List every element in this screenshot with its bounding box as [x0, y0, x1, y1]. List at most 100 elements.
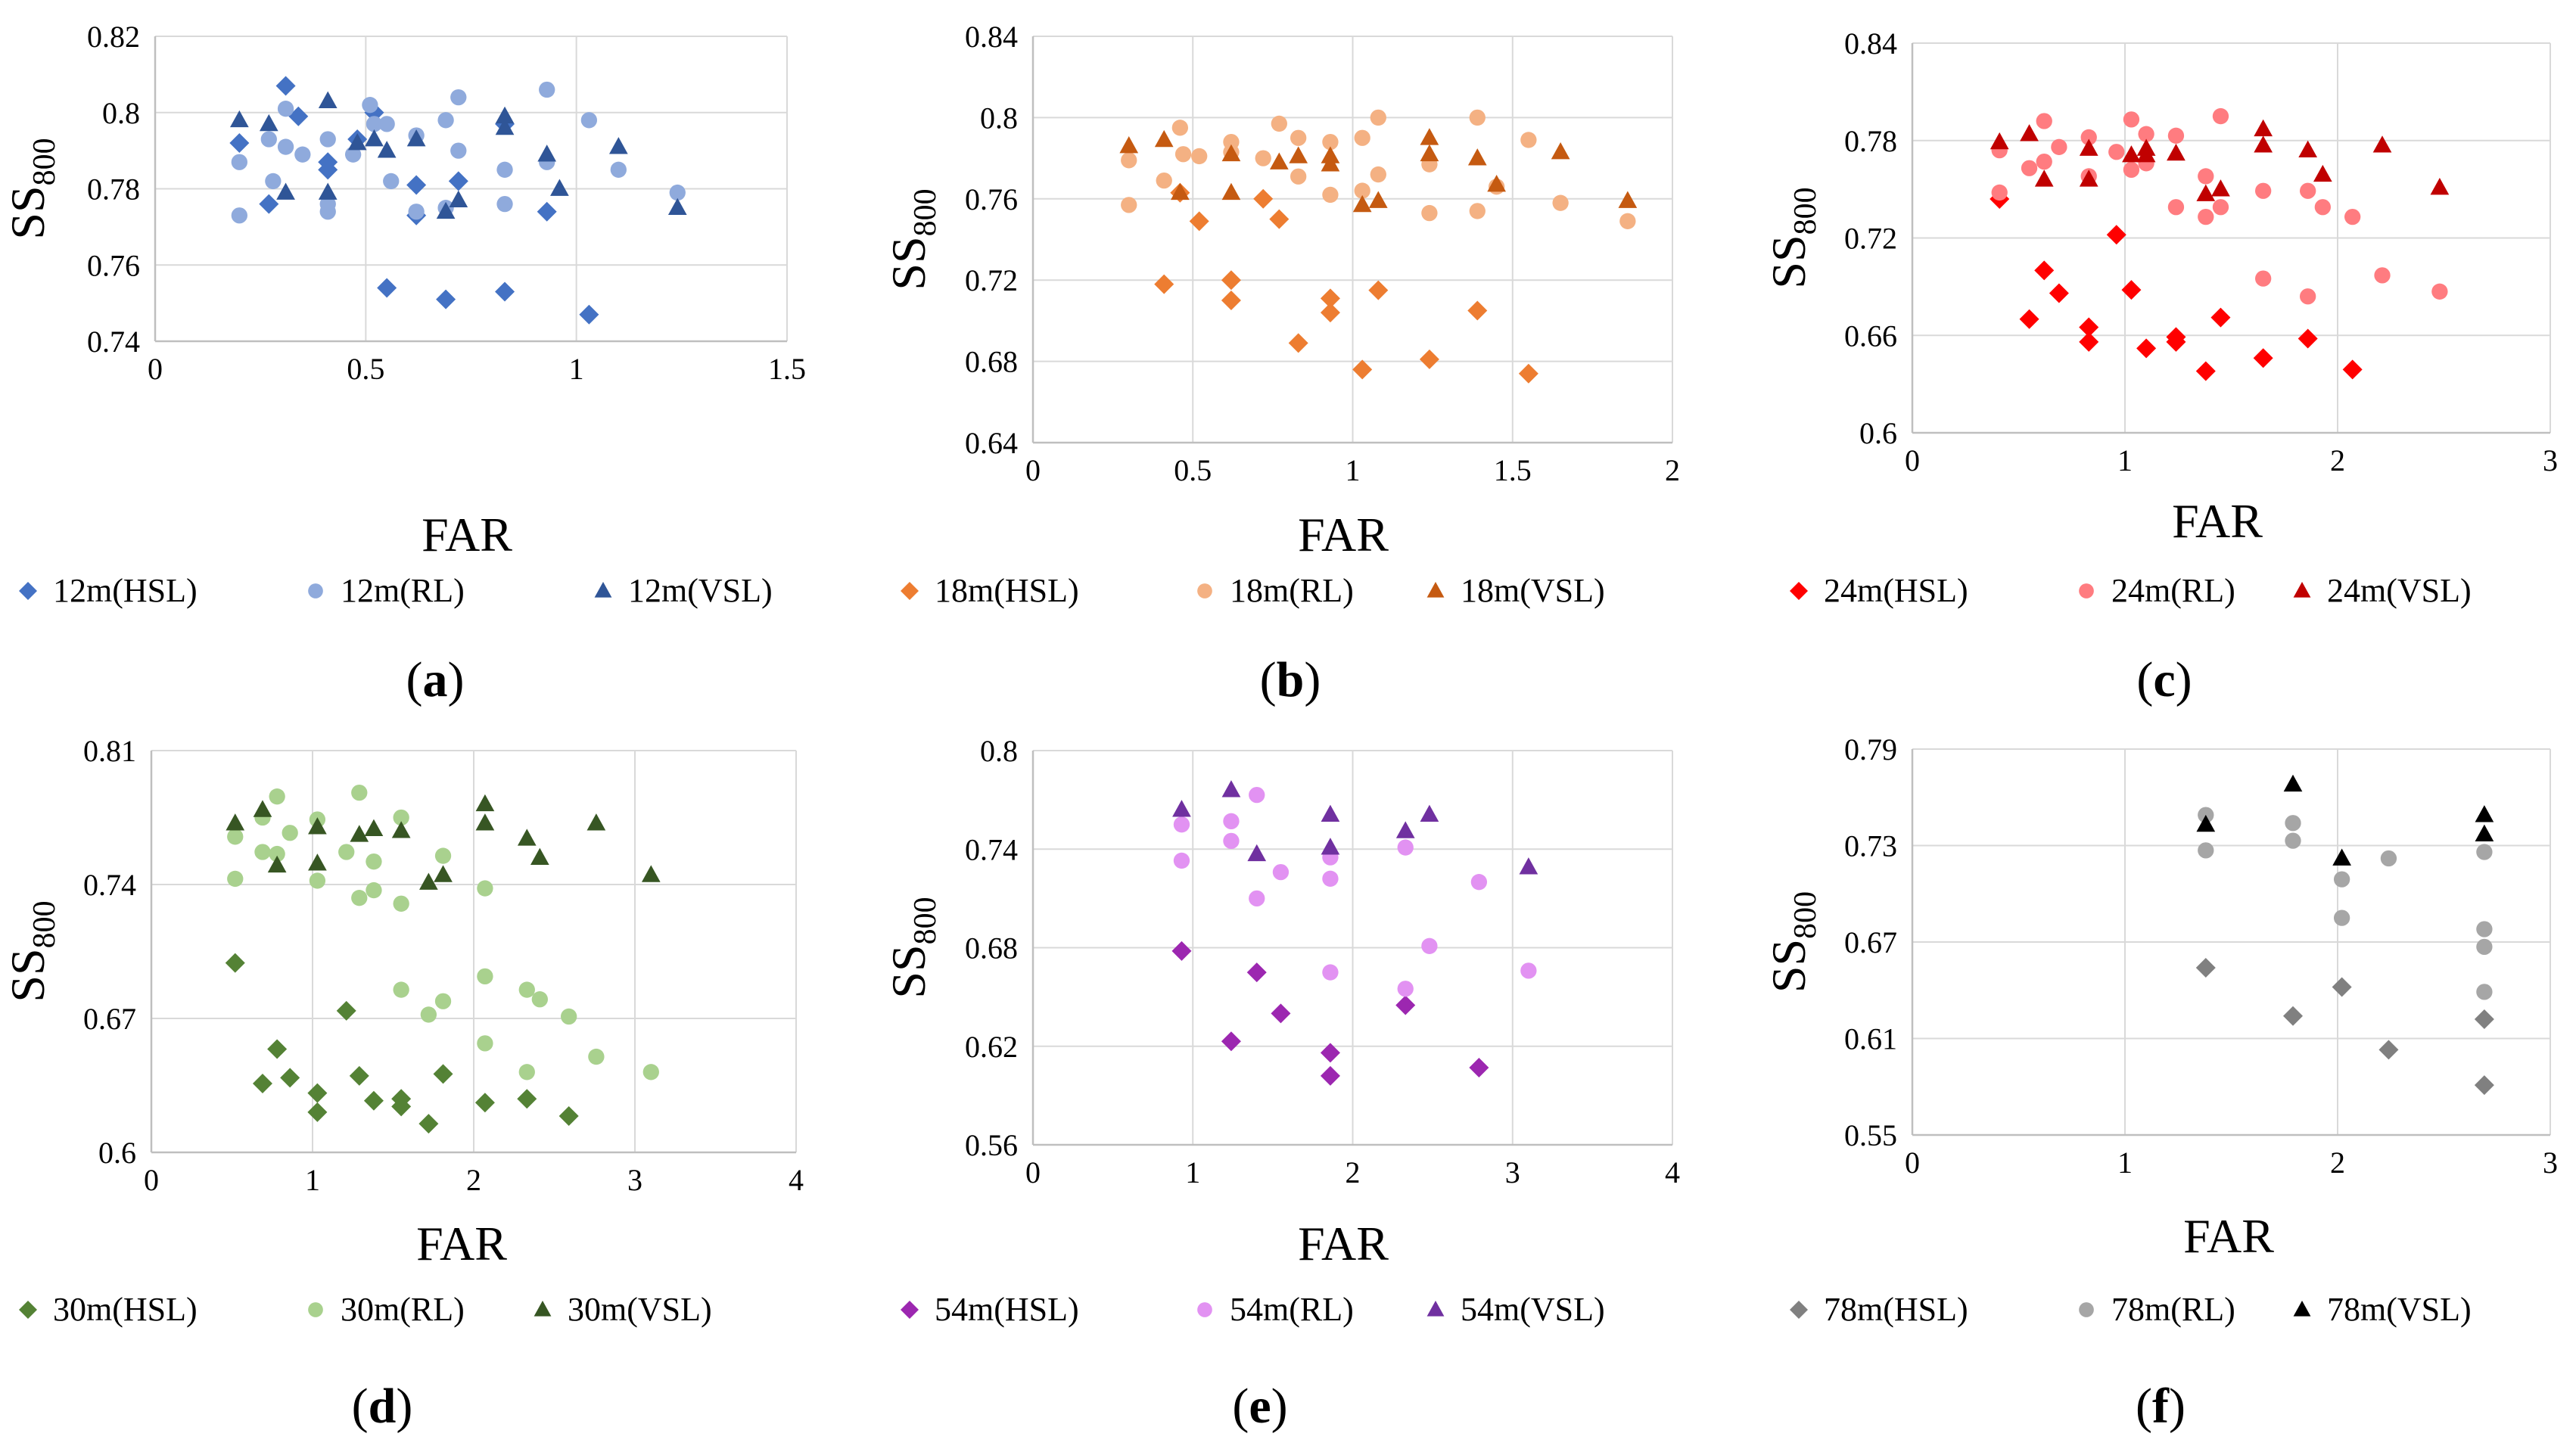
data-point [1368, 280, 1389, 300]
legend-label: 54m(RL) [1230, 1291, 1354, 1328]
data-point [336, 1000, 356, 1021]
data-point [1290, 129, 1307, 146]
y-tick-label: 0.82 [87, 20, 140, 54]
legend-marker [901, 1301, 919, 1319]
data-point [1322, 964, 1339, 981]
data-point [1469, 1057, 1489, 1077]
data-point [1469, 203, 1486, 219]
y-tick-label: 0.84 [965, 20, 1018, 54]
panel-label-part: ) [1271, 1379, 1288, 1434]
data-point [1321, 154, 1340, 172]
data-point [449, 190, 468, 207]
data-point [2282, 1006, 2303, 1026]
data-point [641, 865, 661, 882]
panel-label-part: ( [406, 652, 423, 707]
data-point [495, 281, 515, 302]
data-point [1487, 175, 1506, 192]
data-point [2298, 328, 2318, 349]
data-point [276, 182, 295, 200]
data-point [319, 131, 336, 148]
data-point [1320, 288, 1340, 309]
data-point [2476, 921, 2493, 937]
x-tick-label: 0 [1905, 1146, 1920, 1180]
y-tick-label: 0.78 [87, 173, 140, 207]
data-point [1354, 182, 1370, 199]
y-axis-label: SS800 [1762, 187, 1823, 288]
data-point [2211, 179, 2230, 197]
data-point [350, 825, 369, 842]
data-point [229, 133, 250, 154]
data-point [1469, 109, 1486, 126]
data-point [309, 872, 326, 889]
data-point [436, 201, 456, 219]
data-point [1269, 152, 1289, 169]
series-24m(HSL) [1990, 189, 2363, 381]
y-tick-label: 0.79 [1844, 732, 1897, 766]
legend-entry: 12m(HSL) [19, 572, 198, 609]
data-point [1171, 182, 1190, 201]
legend-marker [308, 1302, 323, 1317]
legend-label: 78m(HSL) [1824, 1291, 1968, 1328]
legend-marker [1426, 582, 1445, 598]
data-point [580, 112, 598, 129]
data-point [2166, 331, 2186, 352]
data-point [338, 844, 355, 860]
x-axis-label: FAR [1298, 1217, 1389, 1270]
data-point [2167, 199, 2185, 216]
data-point [1290, 168, 1307, 185]
y-axis-label-subscript: 800 [908, 897, 943, 944]
panel-label-part: c [2153, 652, 2175, 707]
data-point [1370, 109, 1386, 126]
data-point [1320, 303, 1340, 323]
data-point [2136, 338, 2157, 359]
data-point [1121, 152, 1137, 169]
data-point [434, 993, 452, 1009]
data-point [537, 201, 557, 222]
series-30m(HSL) [225, 953, 579, 1134]
y-tick-label: 0.74 [83, 868, 136, 902]
panel-label-part: ) [448, 652, 465, 707]
data-point [408, 204, 425, 220]
data-point [347, 133, 367, 151]
data-point [518, 981, 535, 998]
data-point [2333, 871, 2350, 888]
y-axis-label: SS800 [1, 900, 62, 1002]
data-point [2332, 848, 2351, 866]
data-point [319, 204, 336, 220]
y-tick-label: 0.76 [87, 248, 140, 282]
data-point [1321, 838, 1340, 855]
legend-label: 24m(VSL) [2327, 572, 2472, 609]
data-point [1255, 150, 1271, 166]
x-tick-label: 3 [2543, 1146, 2558, 1180]
data-point [2313, 164, 2332, 182]
data-point [517, 829, 537, 846]
legend-label: 78m(VSL) [2327, 1291, 2472, 1328]
x-tick-label: 3 [627, 1163, 642, 1197]
x-tick-label: 0 [148, 352, 163, 386]
legend-marker [19, 582, 37, 600]
series-30m(VSL) [226, 794, 661, 890]
data-point [377, 278, 397, 298]
y-tick-label: 0.68 [965, 345, 1018, 379]
data-point [1520, 132, 1537, 148]
data-point [231, 207, 247, 224]
data-point [496, 161, 513, 178]
x-tick-label: 4 [1665, 1155, 1680, 1189]
data-point [277, 138, 294, 155]
data-point [588, 1048, 605, 1065]
legend-label: 18m(VSL) [1461, 572, 1605, 609]
y-tick-label: 0.78 [1844, 124, 1897, 158]
data-point [450, 89, 467, 106]
y-tick-label: 0.55 [1844, 1118, 1897, 1152]
data-point [518, 1064, 535, 1080]
data-point [275, 76, 296, 96]
legend-label: 12m(HSL) [53, 572, 198, 609]
legend-marker [2293, 1301, 2311, 1317]
x-tick-label: 1 [1346, 453, 1361, 487]
legend-marker [1197, 1302, 1212, 1317]
x-tick-label: 2 [466, 1163, 481, 1197]
data-point [2430, 177, 2450, 195]
data-point [2079, 138, 2098, 156]
data-point [377, 141, 397, 158]
data-point [2195, 361, 2216, 381]
